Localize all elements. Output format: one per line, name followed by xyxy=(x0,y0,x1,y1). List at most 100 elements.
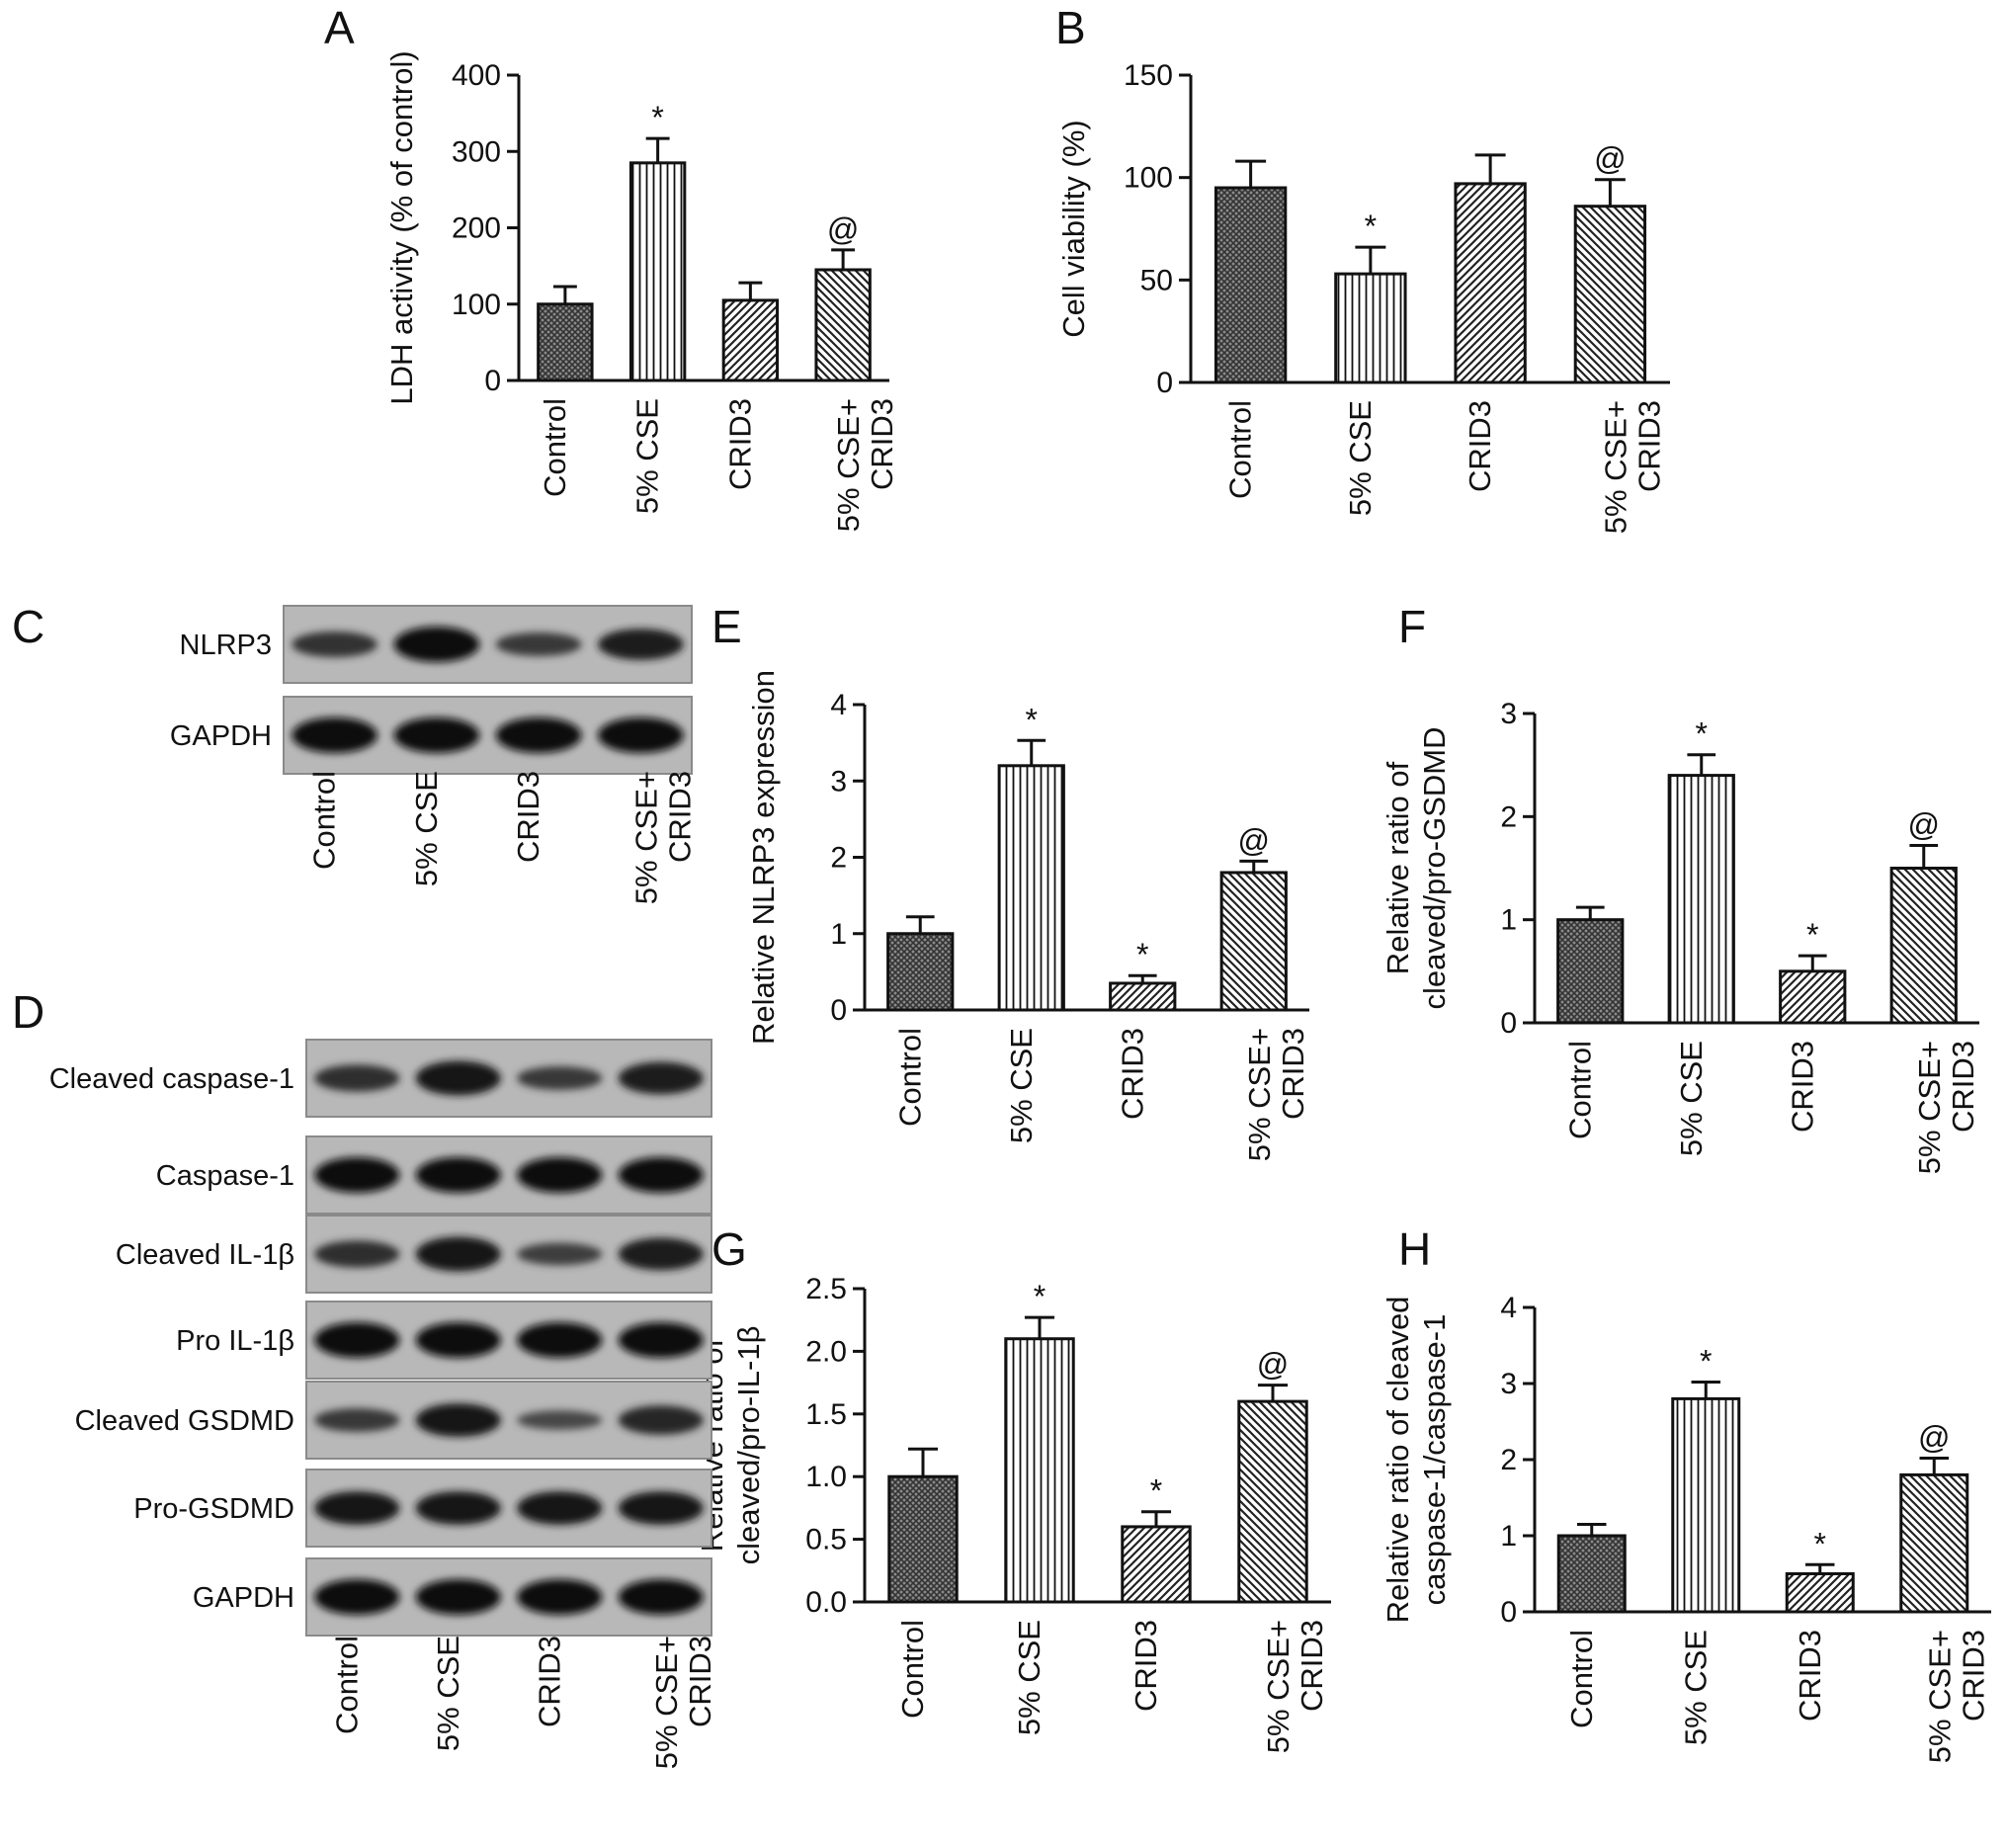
category-label-line: CRID3 xyxy=(722,398,757,490)
category-label-line: 5% CSE+ xyxy=(831,398,866,532)
blot-band xyxy=(618,1157,704,1193)
blot-row-label: Pro-GSDMD xyxy=(133,1493,294,1525)
category-label: Control xyxy=(892,1028,927,1127)
category-label-line: 5% CSE+ xyxy=(1922,1630,1957,1763)
blot-band xyxy=(314,1579,400,1615)
category-label-line: 5% CSE xyxy=(1004,1028,1039,1143)
bar xyxy=(1213,186,1288,384)
category-label-line: 5% CSE+ xyxy=(1598,400,1632,534)
panel-letter-c: C xyxy=(12,601,44,652)
y-tick-label: 2.0 xyxy=(805,1335,847,1368)
chart-a: 0 100 200 300 400 LDH activity (% of control)… xyxy=(384,50,899,532)
y-tick-label: 0 xyxy=(1500,1007,1517,1040)
y-axis-title-line: Relative ratio of xyxy=(1380,761,1415,974)
lane-label-line: Control xyxy=(329,1636,364,1734)
significance-asterisk: * xyxy=(1696,716,1708,752)
category-label-line: 5% CSE xyxy=(630,398,665,514)
blot-row: Cleaved caspase-1 xyxy=(49,1039,712,1118)
blot-row: Pro-GSDMD xyxy=(133,1469,712,1548)
bar xyxy=(1334,272,1407,384)
y-tick-label: 4 xyxy=(830,689,847,721)
category-label-line: CRID3 xyxy=(1463,400,1497,492)
y-tick-label: 400 xyxy=(452,59,501,92)
category-label-line: CRID3 xyxy=(1956,1630,1990,1722)
category-label: 5% CSE+CRID3 xyxy=(831,398,899,532)
bar xyxy=(537,302,594,382)
bar xyxy=(721,298,780,382)
y-axis-title-line: Cell viability (%) xyxy=(1056,120,1091,337)
bar xyxy=(1779,969,1847,1025)
lane-label-line: CRID3 xyxy=(683,1636,717,1727)
blot-band xyxy=(292,717,377,753)
y-tick-label: 150 xyxy=(1124,59,1173,92)
category-label: CRID3 xyxy=(722,398,757,490)
y-axis-title-line: caspase-1/caspase-1 xyxy=(1417,1314,1452,1606)
significance-asterisk: * xyxy=(651,100,663,135)
lane-label: 5% CSE xyxy=(409,771,444,886)
blot-d: Cleaved caspase-1 Caspase-1 Cleaved IL-1β P… xyxy=(49,1039,717,1769)
significance-asterisk: * xyxy=(1026,702,1038,737)
blot-row-label: Cleaved GSDMD xyxy=(75,1405,294,1437)
blot-band xyxy=(618,1322,704,1358)
significance-asterisk: * xyxy=(1365,209,1377,244)
blot-band xyxy=(415,1236,501,1272)
category-label: 5% CSE+CRID3 xyxy=(1912,1041,1980,1174)
y-tick-label: 100 xyxy=(1124,162,1173,195)
category-label: 5% CSE xyxy=(1343,400,1378,516)
blot-band xyxy=(415,1491,501,1525)
chart-g: 0.00.51.01.52.02.5Relative ratio ofcleav… xyxy=(695,1273,1331,1753)
category-label-line: Control xyxy=(538,398,572,497)
lane-label: 5% CSE+CRID3 xyxy=(649,1636,717,1769)
significance-at: @ xyxy=(1594,141,1626,177)
blot-band xyxy=(598,717,684,753)
category-label: CRID3 xyxy=(1129,1620,1163,1712)
y-tick-label: 2 xyxy=(1500,1444,1517,1476)
y-tick-label: 50 xyxy=(1140,264,1173,296)
blot-row: GAPDH xyxy=(193,1557,712,1637)
lane-label-line: 5% CSE+ xyxy=(649,1636,684,1769)
lane-label: CRID3 xyxy=(511,771,545,863)
significance-asterisk: * xyxy=(1150,1473,1162,1509)
bar xyxy=(1573,205,1647,384)
y-tick-label: 1.5 xyxy=(805,1398,847,1431)
y-tick-label: 2.5 xyxy=(805,1273,847,1305)
blot-band xyxy=(517,1066,603,1090)
blot-band xyxy=(517,1322,603,1358)
category-label-line: CRID3 xyxy=(1946,1041,1980,1133)
lane-label-line: CRID3 xyxy=(532,1636,566,1727)
blot-band xyxy=(517,1491,603,1525)
y-tick-label: 0 xyxy=(1500,1596,1517,1629)
y-tick-label: 1 xyxy=(1500,1520,1517,1553)
panel-letter-a: A xyxy=(324,2,355,53)
blot-band xyxy=(415,1403,501,1437)
panel-letter-e: E xyxy=(711,601,742,652)
blot-band xyxy=(618,1579,704,1615)
significance-at: @ xyxy=(1238,822,1270,858)
category-label: CRID3 xyxy=(1785,1041,1819,1133)
category-label: 5% CSE xyxy=(1012,1620,1046,1735)
category-label-line: CRID3 xyxy=(1785,1041,1819,1133)
panel-letter-g: G xyxy=(711,1223,747,1275)
lane-label: 5% CSE xyxy=(431,1636,465,1751)
category-label-line: Control xyxy=(895,1620,930,1719)
category-label-line: CRID3 xyxy=(1295,1620,1329,1712)
bar xyxy=(887,1474,959,1604)
blot-band xyxy=(495,632,582,656)
significance-at: @ xyxy=(1908,807,1940,843)
significance-asterisk: * xyxy=(1034,1279,1046,1314)
category-label: 5% CSE+CRID3 xyxy=(1242,1028,1310,1161)
y-tick-label: 0.5 xyxy=(805,1524,847,1556)
blot-row: Cleaved GSDMD xyxy=(75,1381,712,1460)
category-label-line: Control xyxy=(1562,1041,1597,1139)
bar xyxy=(1899,1472,1969,1614)
bar xyxy=(628,161,687,382)
panel-letter-b: B xyxy=(1055,2,1086,53)
blot-row-label: Cleaved caspase-1 xyxy=(49,1063,294,1095)
bar xyxy=(1454,182,1527,384)
category-label: 5% CSE xyxy=(1678,1630,1713,1745)
category-label-line: CRID3 xyxy=(1632,400,1666,492)
category-label: Control xyxy=(1562,1041,1597,1139)
category-label-line: 5% CSE xyxy=(1678,1630,1713,1745)
